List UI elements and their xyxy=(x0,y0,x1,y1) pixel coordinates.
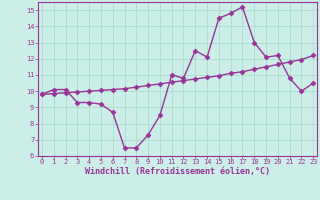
X-axis label: Windchill (Refroidissement éolien,°C): Windchill (Refroidissement éolien,°C) xyxy=(85,167,270,176)
